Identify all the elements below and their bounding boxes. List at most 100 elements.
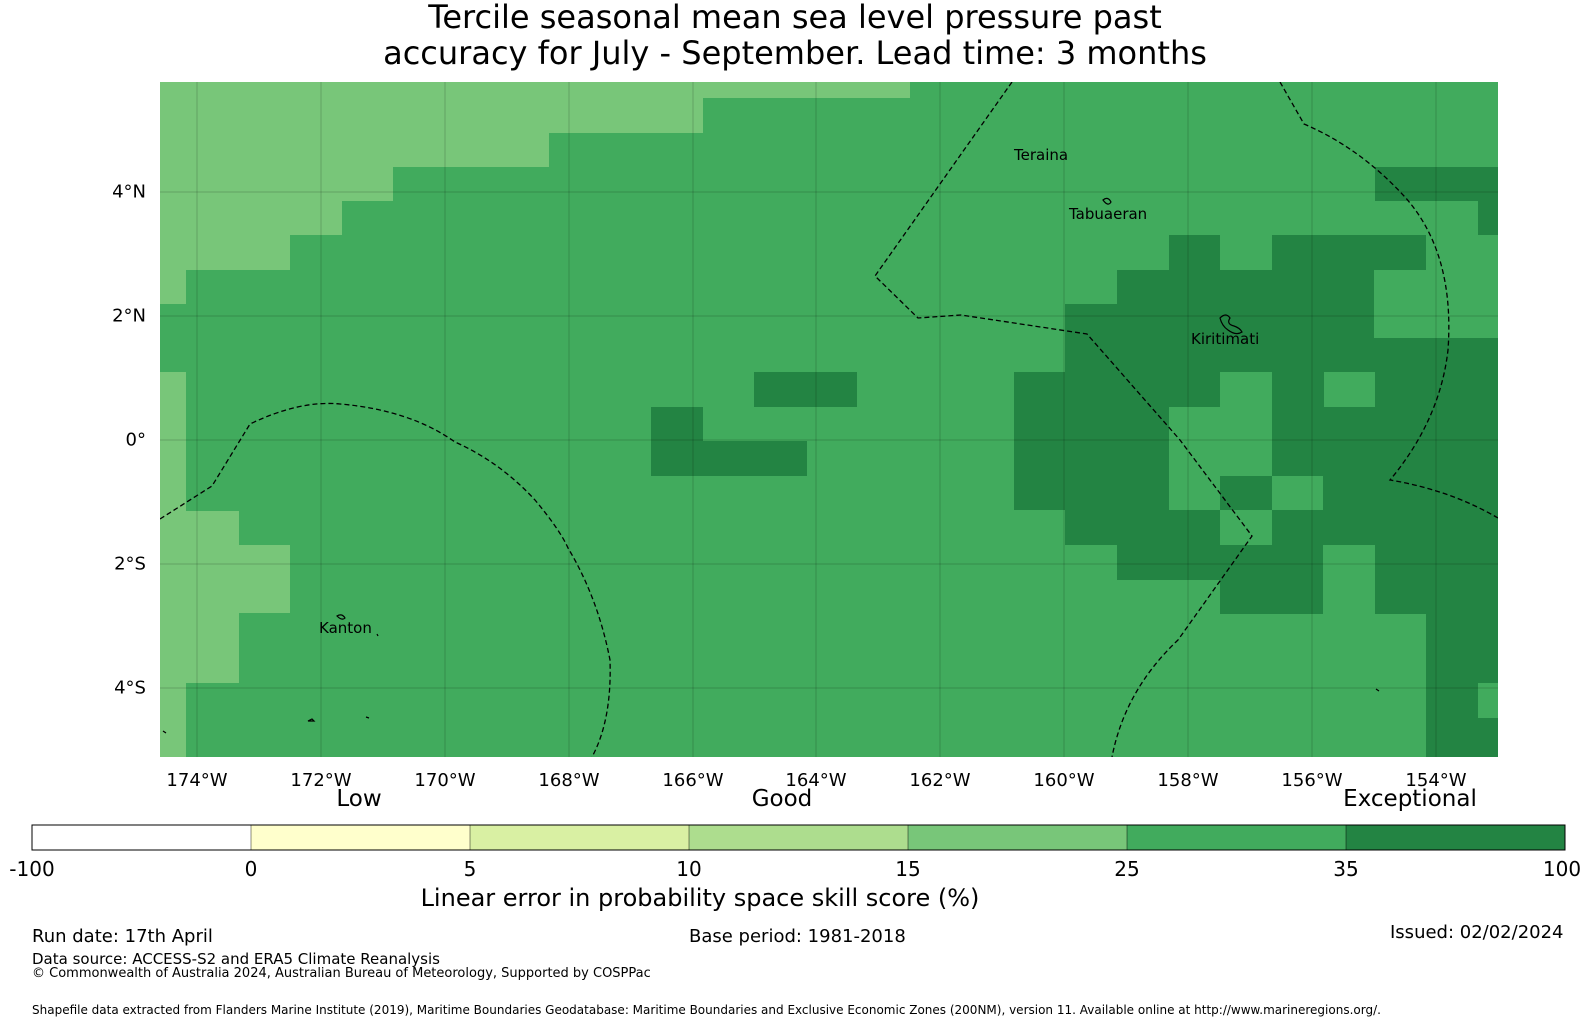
skill-cell [1220, 580, 1323, 614]
island-islet [307, 718, 316, 722]
lat-tick-label: 4°N [112, 181, 146, 203]
skill-cell [160, 201, 342, 235]
lon-tick-label: 156°W [1281, 770, 1343, 791]
place-label-tabuaeran: Tabuaeran [1069, 205, 1148, 223]
lon-tick-label: 168°W [538, 770, 600, 791]
place-label-teraina: Teraina [1014, 146, 1069, 164]
island-kiritimati-outline [1219, 314, 1243, 335]
lat-tick-label: 2°S [114, 553, 146, 575]
lat-tick-label: 4°S [114, 677, 146, 699]
eez-boundary-kanton [160, 402, 611, 757]
colorbar-category-exceptional: Exceptional [1343, 786, 1477, 812]
skill-cell [1272, 372, 1324, 407]
skill-cell [1478, 201, 1498, 235]
skill-cell [1478, 338, 1498, 372]
lat-tick-label: 0° [125, 429, 146, 451]
skill-cell [1375, 545, 1498, 580]
skill-cell [1426, 718, 1498, 757]
lon-tick-label: 164°W [785, 770, 847, 791]
colorbar-segment [908, 825, 1127, 850]
colorbar-category-low: Low [336, 786, 382, 812]
skill-cell [754, 372, 857, 407]
shapefile-credit: Shapefile data extracted from Flanders M… [32, 1003, 1381, 1017]
colorbar-segment [251, 825, 470, 850]
eez-boundaries [160, 82, 1498, 757]
skill-cell [1065, 510, 1220, 545]
skill-cell [1065, 304, 1374, 338]
skill-cell [1375, 580, 1498, 614]
skill-cell [1272, 407, 1498, 441]
skill-cell [1014, 441, 1169, 476]
skill-cell [1375, 372, 1498, 407]
lon-tick-label: 154°W [1405, 770, 1467, 791]
skill-cell [160, 98, 703, 133]
skill-cell [1169, 235, 1220, 270]
skill-cell [1014, 372, 1220, 407]
skill-cell [160, 511, 239, 545]
place-label-kiritimati: Kiritimati [1191, 330, 1260, 348]
colorbar-label: Linear error in probability space skill … [420, 884, 980, 912]
colorbar-segment [470, 825, 689, 850]
base-period: Base period: 1981-2018 [689, 926, 906, 947]
skill-cell [1375, 167, 1498, 201]
island-kanton-outline [336, 614, 346, 620]
skill-cell [1426, 683, 1478, 718]
skill-cell [160, 683, 186, 757]
skill-cell [1272, 441, 1498, 476]
colorbar-tick-label: 100 [1542, 857, 1582, 881]
colorbar-segment [1346, 825, 1565, 850]
colorbar [31, 824, 1566, 851]
island-islet [1375, 688, 1380, 692]
eez-boundary-line-islands-east [1279, 82, 1498, 519]
lon-tick-label: 170°W [414, 770, 476, 791]
skill-map [160, 82, 1498, 757]
colorbar-tick-label: 35 [1333, 857, 1359, 881]
data-source: Data source: ACCESS-S2 and ERA5 Climate … [32, 950, 440, 968]
skill-cell [160, 270, 186, 304]
colorbar-tick-label: 5 [463, 857, 477, 881]
colorbar-tick-label: 10 [676, 857, 702, 881]
colorbar-tick-label: 0 [244, 857, 258, 881]
skill-cell [1014, 407, 1169, 441]
title-line-2: accuracy for July - September. Lead time… [383, 34, 1207, 72]
skill-cell [160, 372, 186, 511]
colorbar-tick-label: -100 [9, 857, 55, 881]
island-tabuaeran-outline [1102, 197, 1112, 205]
island-islet [365, 716, 370, 719]
colorbar-tick-label: 15 [895, 857, 921, 881]
skill-region-15-25 [160, 82, 910, 757]
skill-cell [160, 133, 549, 167]
place-label-kanton: Kanton [319, 619, 372, 637]
lon-tick-label: 172°W [290, 770, 352, 791]
title-line-1: Tercile seasonal mean sea level pressure… [428, 0, 1162, 36]
skill-cell [160, 167, 393, 201]
skill-cell [1426, 614, 1498, 683]
colorbar-segment [1127, 825, 1346, 850]
lon-tick-label: 162°W [909, 770, 971, 791]
lon-tick-label: 174°W [166, 770, 228, 791]
skill-cell [1220, 476, 1272, 510]
colorbar-segment [689, 825, 908, 850]
skill-cell [1272, 235, 1426, 270]
lat-tick-label: 2°N [112, 305, 146, 327]
lon-tick-label: 158°W [1157, 770, 1219, 791]
copyright: © Commonwealth of Australia 2024, Austra… [32, 966, 651, 981]
islands [162, 197, 1380, 734]
colorbar-category-good: Good [751, 786, 813, 812]
skill-region-35-100 [651, 167, 1498, 757]
island-islet [162, 730, 167, 734]
colorbar-segment [32, 825, 251, 850]
island-islet [376, 633, 379, 637]
skill-cell [651, 441, 807, 476]
skill-cell [1014, 476, 1169, 510]
issued-date: Issued: 02/02/2024 [1390, 922, 1564, 943]
skill-cell [1117, 545, 1323, 580]
gridlines [160, 82, 1498, 757]
skill-cell [160, 613, 239, 683]
eez-boundary-line-islands-north [874, 82, 1253, 757]
lon-tick-label: 160°W [1033, 770, 1095, 791]
skill-cell [651, 407, 703, 441]
skill-cell [1065, 338, 1478, 372]
skill-cell [1272, 510, 1498, 545]
skill-cell [160, 82, 910, 98]
